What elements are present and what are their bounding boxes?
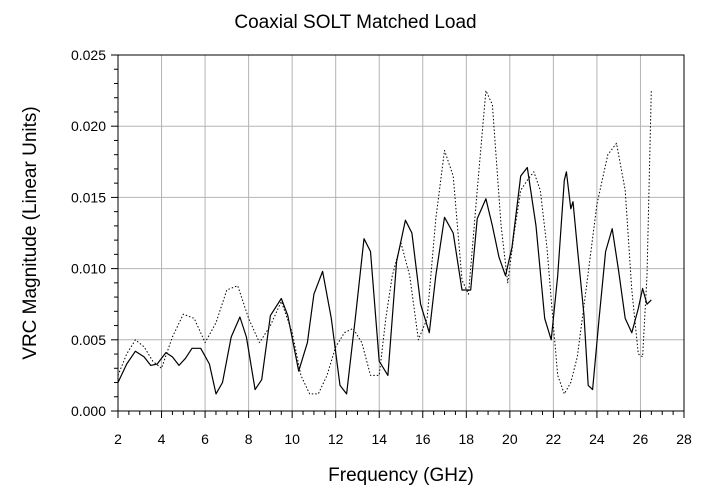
x-tick-label: 16 [415,431,431,447]
series-group [117,90,652,395]
series-line-solid [117,166,652,395]
x-tick-label: 12 [328,431,344,447]
plot-frame [111,54,685,418]
x-tick-label: 26 [633,431,649,447]
x-tick-label: 14 [371,431,387,447]
chart-title: Coaxial SOLT Matched Load [234,12,477,33]
x-tick-label: 20 [502,431,518,447]
x-tick-label: 28 [676,431,692,447]
x-tick-label: 4 [158,431,166,447]
x-tick-label: 22 [546,431,562,447]
x-tick-label: 8 [245,431,253,447]
grid-lines [118,55,684,411]
tick-labels: 2 4 6 8 10 12 14 16 18 20 22 24 26 280.0000.0050.0100… [71,47,692,447]
series-line-dotted [117,90,652,395]
y-tick-label: 0.015 [71,189,106,205]
x-tick-label: 18 [459,431,475,447]
y-tick-label: 0.020 [71,118,106,134]
x-tick-label: 24 [589,431,605,447]
y-tick-label: 0.005 [71,332,106,348]
y-tick-label: 0.000 [71,403,106,419]
x-axis-label: Frequency (GHz) [328,465,474,486]
x-tick-label: 2 [114,431,122,447]
plot-border [117,54,685,412]
x-tick-label: 10 [284,431,300,447]
x-tick-label: 6 [201,431,209,447]
y-tick-label: 0.010 [71,261,106,277]
y-tick-label: 0.025 [71,47,106,63]
